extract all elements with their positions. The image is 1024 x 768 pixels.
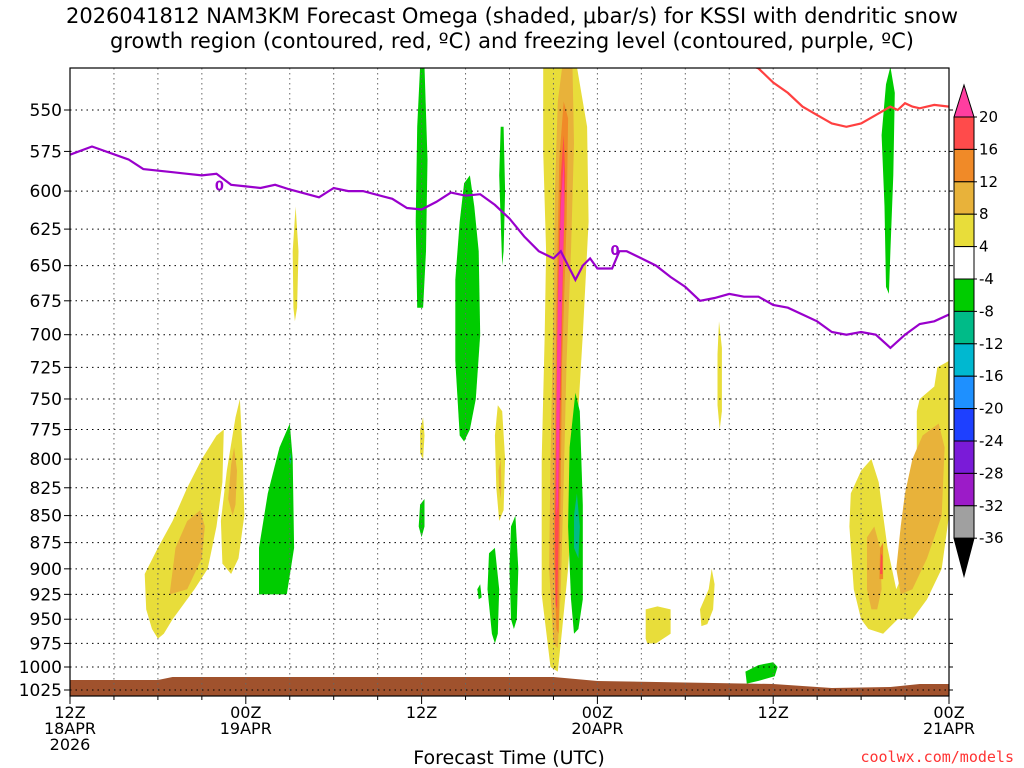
x-tick-label: 00Z	[933, 703, 964, 722]
colorbar-label: 16	[979, 140, 998, 158]
colorbar-label: 20	[979, 108, 998, 126]
omega-region	[880, 553, 883, 574]
colorbar-top-arrow	[953, 83, 975, 118]
omega-region	[700, 568, 715, 627]
colorbar-segment	[953, 505, 975, 539]
x-tick-label: 20APR	[571, 719, 623, 738]
y-tick-label: 625	[30, 220, 62, 240]
omega-region	[420, 417, 425, 460]
omega-region	[881, 68, 895, 294]
colorbar-segment	[953, 246, 975, 280]
colorbar-segment	[953, 310, 975, 345]
y-tick-label: 575	[30, 142, 62, 162]
colorbar-bottom-arrow	[953, 537, 975, 579]
x-axis-label: Forecast Time (UTC)	[413, 747, 604, 768]
y-tick-label: 1000	[19, 658, 62, 678]
omega-region	[228, 447, 237, 516]
colorbar-segment	[953, 343, 975, 377]
x-tick-label: 12Z	[54, 703, 85, 722]
omega-region	[487, 547, 500, 644]
colorbar-label: -32	[979, 497, 1004, 515]
y-tick-label: 750	[30, 390, 62, 410]
omega-region	[259, 423, 295, 595]
freezing-level-label: 0	[215, 179, 224, 194]
colorbar-label: 12	[979, 173, 998, 191]
colorbar-label: -12	[979, 335, 1004, 353]
y-tick-label: 725	[30, 358, 62, 378]
x-tick-label: 21APR	[923, 719, 975, 738]
colorbar-label: -20	[979, 400, 1004, 418]
omega-region	[717, 321, 722, 430]
credit-text: coolwx.com/models	[860, 748, 1014, 766]
colorbar-segment	[953, 148, 975, 183]
x-tick-label: 00Z	[582, 703, 613, 722]
omega-region	[415, 68, 428, 308]
x-tick-label: 18APR	[44, 719, 96, 738]
chart-title-line-2: growth region (contoured, red, ºC) and f…	[110, 29, 914, 53]
omega-region	[455, 175, 481, 442]
colorbar-segment	[953, 440, 975, 474]
y-tick-label: 825	[30, 479, 62, 499]
x-tick-label: 00Z	[230, 703, 261, 722]
colorbar-segment	[953, 278, 975, 312]
y-tick-label: 975	[30, 634, 62, 654]
colorbar-segment	[953, 116, 975, 150]
omega-region	[867, 526, 882, 610]
omega-region	[292, 206, 299, 322]
colorbar-label: -36	[979, 529, 1004, 547]
freezing-level-label: 0	[610, 244, 619, 259]
y-tick-label: 600	[30, 182, 62, 202]
omega-region	[509, 515, 519, 629]
omega-region	[645, 606, 671, 644]
x-tick-label: 19APR	[220, 719, 272, 738]
colorbar-label: -16	[979, 367, 1004, 385]
freezing-level-contour	[70, 145, 949, 350]
omega-region	[499, 126, 506, 266]
y-tick-label: 675	[30, 292, 62, 312]
omega-region	[477, 584, 482, 600]
x-tick-label: 12Z	[406, 703, 437, 722]
chart-title: 2026041812 NAM3KM Forecast Omega (shaded…	[0, 4, 1024, 54]
y-tick-label: 925	[30, 585, 62, 605]
y-tick-label: 850	[30, 507, 62, 527]
omega-region	[169, 510, 205, 595]
colorbar-segment	[953, 181, 975, 215]
terrain-surface	[70, 677, 949, 696]
colorbar-label: -28	[979, 464, 1004, 482]
colorbar-label: -4	[979, 270, 994, 288]
y-tick-label: 550	[30, 101, 62, 121]
colorbar-label: -8	[979, 302, 994, 320]
colorbar-segment	[953, 408, 975, 442]
y-tick-label: 950	[30, 610, 62, 630]
x-tick-label: 12Z	[758, 703, 789, 722]
x-tick-label: 2026	[50, 735, 91, 754]
omega-region	[745, 662, 778, 684]
colorbar-label: 4	[979, 238, 989, 256]
colorbar-label: 8	[979, 205, 989, 223]
colorbar-segment	[953, 375, 975, 410]
chart-title-line-1: 2026041812 NAM3KM Forecast Omega (shaded…	[65, 4, 959, 28]
dgz-isotherm-contour	[754, 68, 949, 128]
colorbar-label: -24	[979, 432, 1004, 450]
y-tick-label: 900	[30, 560, 62, 580]
omega-region	[498, 459, 502, 499]
y-tick-label: 800	[30, 450, 62, 470]
y-tick-label: 650	[30, 257, 62, 277]
y-tick-label: 775	[30, 421, 62, 441]
y-tick-label: 700	[30, 326, 62, 346]
y-tick-label: 1025	[19, 681, 62, 701]
omega-region	[574, 493, 580, 559]
colorbar-segment	[953, 213, 975, 248]
omega-region	[896, 423, 945, 595]
plot-frame	[69, 67, 950, 697]
colorbar-segment	[953, 472, 975, 507]
omega-region	[556, 159, 565, 516]
y-tick-label: 875	[30, 534, 62, 554]
